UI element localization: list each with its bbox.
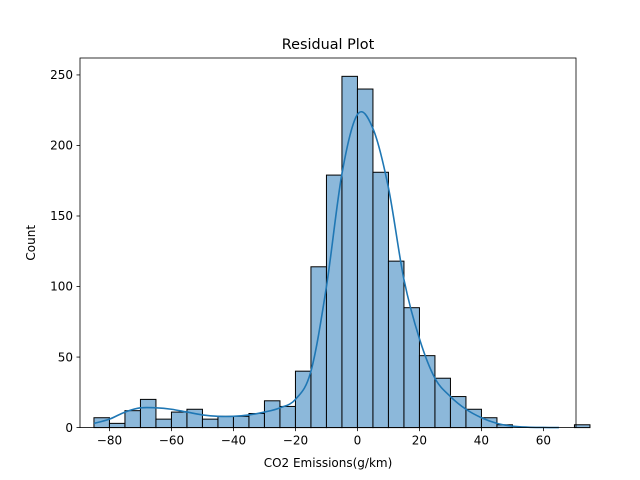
histogram-bar — [232, 415, 250, 429]
histogram-bar — [325, 174, 343, 429]
y-tick-label: 250 — [50, 68, 73, 82]
histogram-bar — [155, 418, 172, 429]
x-tick-label: 0 — [354, 434, 362, 448]
histogram-bar — [279, 405, 296, 429]
y-axis-label: Count — [24, 225, 38, 261]
x-tick-label: −20 — [283, 434, 308, 448]
x-axis-ticks: −80 −60 −40 −20 0 20 40 60 — [97, 427, 551, 448]
histogram-bar — [387, 260, 405, 429]
histogram-bar — [449, 396, 467, 429]
histogram-bar — [170, 411, 188, 429]
histogram-bar — [403, 307, 420, 429]
histogram-bar — [465, 408, 482, 429]
histogram-bar — [356, 88, 374, 429]
x-tick-label: −40 — [221, 434, 246, 448]
x-tick-label: −80 — [97, 434, 122, 448]
x-tick-label: 60 — [536, 434, 551, 448]
histogram-bar — [372, 171, 389, 429]
histogram-bar — [124, 410, 141, 429]
histogram-bar — [573, 424, 591, 429]
histogram-bar — [217, 415, 234, 429]
x-tick-label: 40 — [474, 434, 489, 448]
histogram-bar — [201, 418, 219, 429]
histogram-bar — [263, 400, 281, 429]
y-axis-ticks: 0 50 100 150 200 250 — [50, 68, 80, 435]
histogram-bar — [248, 412, 265, 429]
histogram-bar — [341, 75, 358, 429]
kde-line — [93, 110, 559, 429]
y-tick-label: 100 — [50, 280, 73, 294]
y-tick-label: 0 — [65, 421, 73, 435]
x-tick-label: 20 — [412, 434, 427, 448]
y-tick-label: 200 — [50, 139, 73, 153]
histogram-bar — [310, 266, 327, 429]
y-tick-label: 150 — [50, 209, 73, 223]
histogram-bar — [139, 398, 157, 429]
x-axis-label: CO2 Emissions(g/km) — [264, 456, 393, 470]
y-tick-label: 50 — [58, 350, 73, 364]
histogram-bar — [418, 355, 436, 429]
chart-title: Residual Plot — [282, 37, 375, 53]
histogram-bar — [434, 377, 451, 429]
histogram-bar — [108, 422, 126, 429]
x-tick-label: −60 — [159, 434, 184, 448]
plot-frame — [79, 57, 577, 429]
